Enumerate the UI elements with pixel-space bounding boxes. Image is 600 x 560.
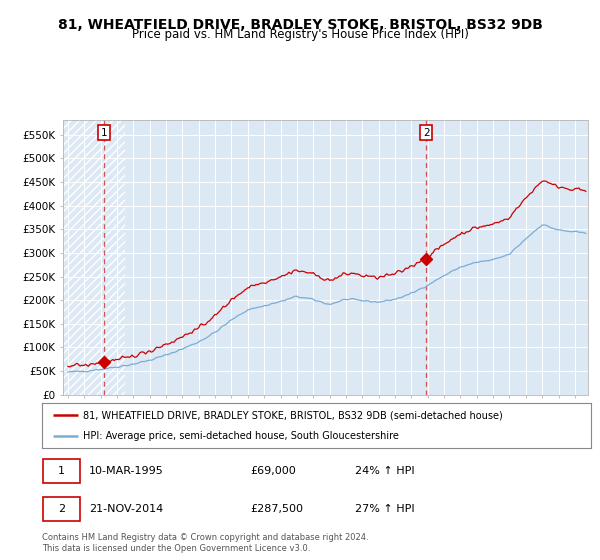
Text: 10-MAR-1995: 10-MAR-1995 xyxy=(89,466,163,476)
Text: This data is licensed under the Open Government Licence v3.0.: This data is licensed under the Open Gov… xyxy=(42,544,310,553)
Text: 2: 2 xyxy=(423,128,430,138)
Text: £69,000: £69,000 xyxy=(251,466,296,476)
Text: HPI: Average price, semi-detached house, South Gloucestershire: HPI: Average price, semi-detached house,… xyxy=(83,431,399,441)
Text: 27% ↑ HPI: 27% ↑ HPI xyxy=(355,504,415,514)
FancyBboxPatch shape xyxy=(43,497,80,521)
FancyBboxPatch shape xyxy=(43,459,80,483)
Text: Contains HM Land Registry data © Crown copyright and database right 2024.: Contains HM Land Registry data © Crown c… xyxy=(42,533,368,542)
Text: 81, WHEATFIELD DRIVE, BRADLEY STOKE, BRISTOL, BS32 9DB (semi-detached house): 81, WHEATFIELD DRIVE, BRADLEY STOKE, BRI… xyxy=(83,410,503,421)
Text: 2: 2 xyxy=(58,504,65,514)
Bar xyxy=(63,120,125,395)
Text: 1: 1 xyxy=(100,128,107,138)
Text: 1: 1 xyxy=(58,466,65,476)
Text: Price paid vs. HM Land Registry's House Price Index (HPI): Price paid vs. HM Land Registry's House … xyxy=(131,28,469,41)
Text: 24% ↑ HPI: 24% ↑ HPI xyxy=(355,466,415,476)
Text: 21-NOV-2014: 21-NOV-2014 xyxy=(89,504,163,514)
Text: £287,500: £287,500 xyxy=(251,504,304,514)
Text: 81, WHEATFIELD DRIVE, BRADLEY STOKE, BRISTOL, BS32 9DB: 81, WHEATFIELD DRIVE, BRADLEY STOKE, BRI… xyxy=(58,18,542,32)
